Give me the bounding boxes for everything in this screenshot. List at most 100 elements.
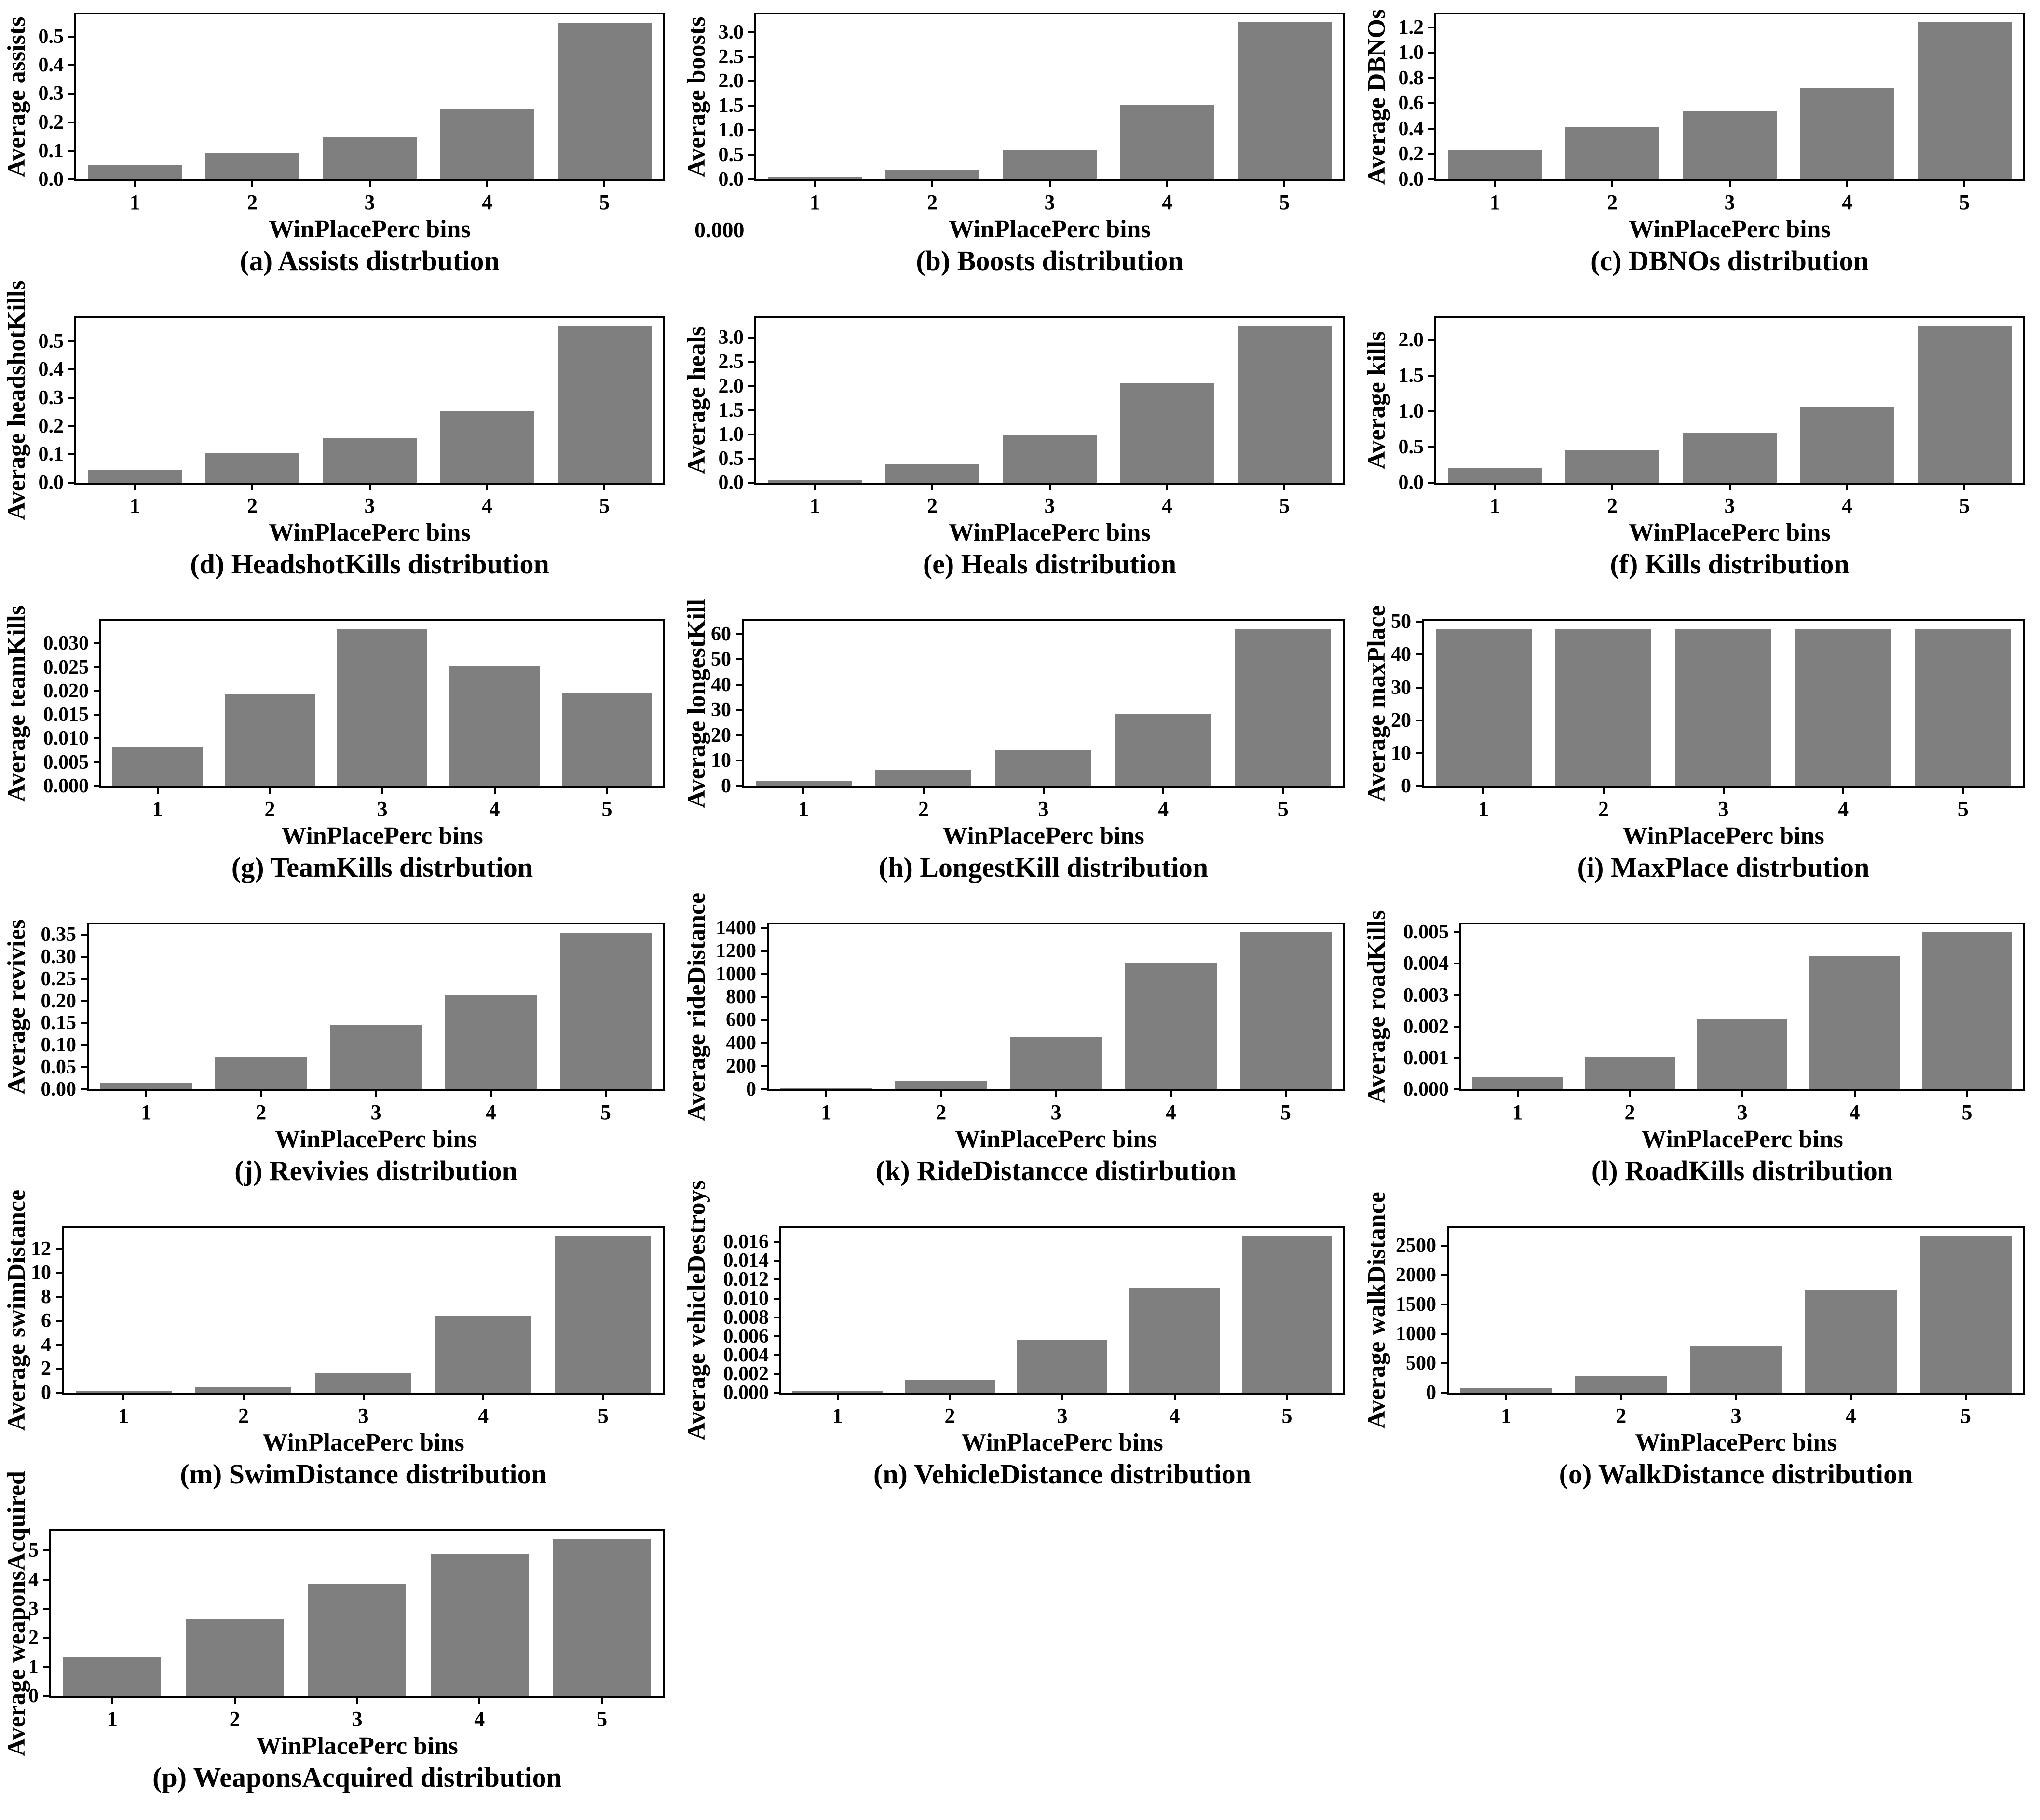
y-tickmark xyxy=(1428,52,1436,54)
bar-f-bin1 xyxy=(1448,468,1542,483)
bar-i-bin3 xyxy=(1675,628,1771,786)
x-tickmark xyxy=(1962,786,1964,794)
y-tick-label: 0.20 xyxy=(41,990,77,1012)
y-tickmark xyxy=(56,1319,64,1322)
bar-g-bin1 xyxy=(112,747,203,786)
x-tick-label: 1 xyxy=(821,1100,832,1124)
bar-e-bin5 xyxy=(1237,326,1332,483)
y-axis-label: Average kills xyxy=(1363,331,1390,470)
x-tick-label: 3 xyxy=(1724,494,1735,517)
y-tick-label: 20 xyxy=(1391,709,1411,732)
y-tick-label: 1000 xyxy=(1396,1322,1436,1345)
bar-m-bin4 xyxy=(435,1316,531,1393)
x-tick-label: 5 xyxy=(1961,1100,1972,1124)
y-tick-label: 30 xyxy=(711,699,731,721)
y-tick-label: 0.1 xyxy=(38,443,64,466)
y-tick-label: 0.010 xyxy=(723,1287,769,1310)
y-axis-label: Average weaponsAcquired xyxy=(3,1471,30,1756)
y-tickmark xyxy=(736,658,744,661)
x-tick-label: 2 xyxy=(256,1100,267,1124)
y-tick-label: 0.025 xyxy=(43,656,89,679)
y-tick-label: 0.5 xyxy=(38,26,64,48)
y-tick-label: 20 xyxy=(711,724,731,747)
y-tickmark xyxy=(94,690,101,692)
x-tick-label: 1 xyxy=(107,1707,118,1731)
y-tick-label: 2000 xyxy=(1396,1263,1436,1286)
y-tick-label: 2 xyxy=(41,1358,51,1380)
bar-e-bin1 xyxy=(768,480,862,483)
x-tick-label: 1 xyxy=(129,494,140,517)
subplot-title: (d) HeadshotKills distribution xyxy=(190,548,549,580)
x-tickmark xyxy=(1629,1089,1631,1097)
x-tickmark xyxy=(1166,179,1168,187)
x-tickmark xyxy=(1284,1089,1287,1097)
x-tickmark xyxy=(931,483,934,490)
x-axis-label: WinPlacePerc bins xyxy=(256,1732,458,1760)
y-tickmark xyxy=(68,482,76,484)
x-tickmark xyxy=(1966,1089,1968,1097)
y-tickmark xyxy=(748,154,756,156)
bar-a-bin4 xyxy=(440,109,534,179)
y-tickmark xyxy=(774,1278,781,1281)
x-tick-label: 2 xyxy=(944,1404,955,1427)
y-tick-label: 1.5 xyxy=(1398,364,1424,387)
x-axis-label: WinPlacePerc bins xyxy=(269,519,471,546)
x-tickmark xyxy=(362,1393,365,1400)
plot-area-c xyxy=(1434,13,2025,181)
x-tick-label: 3 xyxy=(377,797,388,821)
y-tickmark xyxy=(68,453,76,456)
bar-p-bin3 xyxy=(308,1584,406,1696)
y-tickmark xyxy=(748,385,756,387)
x-tick-label: 4 xyxy=(481,190,492,214)
x-tickmark xyxy=(802,786,805,794)
bar-i-bin5 xyxy=(1915,629,2012,786)
y-tick-label: 2.0 xyxy=(1398,328,1424,351)
x-tickmark xyxy=(251,179,254,187)
x-tick-label: 5 xyxy=(598,1404,609,1427)
y-tickmark xyxy=(68,340,76,342)
y-tickmark xyxy=(43,1695,51,1697)
bar-g-bin3 xyxy=(337,629,427,786)
y-tickmark xyxy=(774,1372,781,1375)
y-tickmark xyxy=(68,368,76,371)
y-tick-label: 0.020 xyxy=(43,679,89,702)
subplot-title: (n) VehicleDistance distribution xyxy=(873,1458,1251,1490)
bar-c-bin5 xyxy=(1917,22,2012,179)
y-tick-label: 0.002 xyxy=(723,1362,769,1385)
y-tickmark xyxy=(94,785,101,787)
x-tickmark xyxy=(145,1089,148,1097)
bar-f-bin3 xyxy=(1683,433,1777,483)
x-tick-label: 4 xyxy=(485,1100,496,1124)
bar-b-bin3 xyxy=(1003,149,1097,179)
subplot-k-ridedistance: 1 2 3 4 5 0 200 400 600 800 1000 1200 1400 Average ri… xyxy=(680,893,1360,1213)
x-tick-label: 3 xyxy=(1737,1100,1748,1124)
x-tick-label: 3 xyxy=(1718,797,1729,821)
plot-area-h xyxy=(742,619,1345,788)
y-tickmark xyxy=(748,31,756,33)
y-tickmark xyxy=(56,1272,64,1274)
y-tickmark xyxy=(56,1368,64,1370)
x-tickmark xyxy=(602,1393,604,1400)
x-axis-label: WinPlacePerc bins xyxy=(275,1126,477,1153)
y-tick-label: 1 xyxy=(28,1656,39,1678)
x-tick-label: 4 xyxy=(474,1707,485,1731)
subplot-g-teamkills: 1 2 3 4 5 0.000 0.005 0.010 0.015 0.020 0.025 0.030… xyxy=(0,605,680,910)
y-tickmark xyxy=(748,361,756,363)
bar-m-bin2 xyxy=(195,1386,292,1393)
bar-a-bin2 xyxy=(205,153,299,179)
y-tickmark xyxy=(94,761,101,763)
x-tickmark xyxy=(1963,483,1966,490)
x-tickmark xyxy=(1722,786,1725,794)
x-axis-label: WinPlacePerc bins xyxy=(949,519,1151,546)
x-tick-label: 1 xyxy=(118,1404,129,1427)
subplot-title: (l) RoadKills distribution xyxy=(1591,1155,1893,1186)
y-tickmark xyxy=(43,1578,51,1581)
y-tick-label: 0.003 xyxy=(1403,984,1449,1006)
bar-d-bin3 xyxy=(323,437,417,483)
y-tickmark xyxy=(43,1608,51,1610)
y-tickmark xyxy=(774,1392,781,1394)
y-tickmark xyxy=(43,1549,51,1552)
x-tick-label: 2 xyxy=(1616,1404,1627,1427)
y-tick-label: 40 xyxy=(1391,643,1411,666)
bar-n-bin1 xyxy=(792,1391,883,1393)
